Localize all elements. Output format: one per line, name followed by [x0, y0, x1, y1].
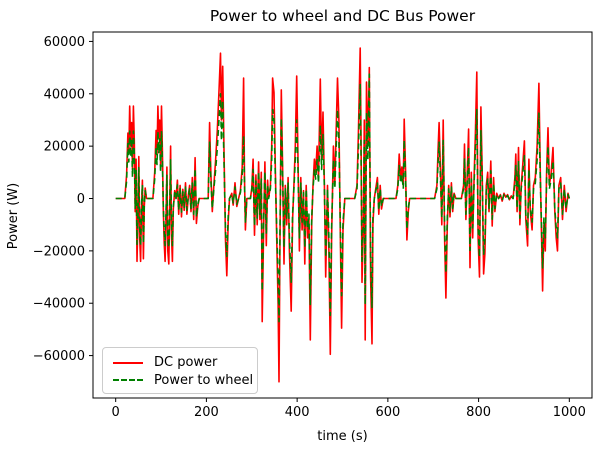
y-tick-label: 60000 [44, 35, 85, 50]
legend-item-dc-power: DC power [113, 354, 249, 371]
x-tick-label: 1000 [553, 405, 586, 420]
y-tick-label: −60000 [33, 349, 85, 364]
y-tick-label: 40000 [44, 87, 85, 102]
x-axis-label: time (s) [317, 429, 368, 444]
legend-label-dc-power: DC power [154, 355, 218, 371]
x-tick-label: 200 [194, 405, 219, 420]
dc-power-line [115, 47, 571, 383]
green-dashed-line-swatch [113, 379, 143, 382]
x-tick-label: 800 [466, 405, 491, 420]
red-solid-line-swatch [113, 361, 143, 364]
y-tick-label: −20000 [33, 244, 85, 259]
y-tick-label: −40000 [33, 297, 85, 312]
x-tick-label: 400 [285, 405, 310, 420]
axes-frame [92, 31, 593, 399]
legend-box: DC power Power to wheel [102, 347, 258, 394]
y-tick-label: 0 [77, 192, 85, 207]
chart-title: Power to wheel and DC Bus Power [209, 7, 476, 25]
y-tick-label: 20000 [44, 140, 85, 155]
legend-item-power-to-wheel: Power to wheel [113, 372, 253, 389]
legend-label-power-to-wheel: Power to wheel [154, 372, 254, 388]
x-tick-label: 600 [375, 405, 400, 420]
power-to-wheel-line [115, 73, 571, 323]
x-tick-label: 0 [112, 405, 120, 420]
y-axis-label: Power (W) [6, 182, 21, 250]
